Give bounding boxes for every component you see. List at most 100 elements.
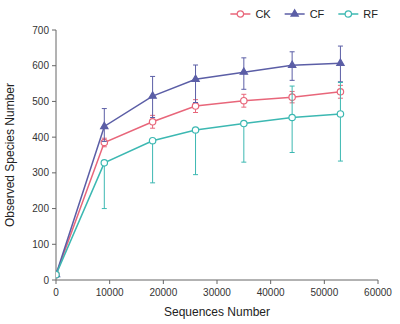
error-bar-stem <box>243 124 244 163</box>
error-bar-cap <box>193 174 198 175</box>
legend-label: CF <box>310 8 325 20</box>
error-bar-stem <box>340 83 341 162</box>
x-tick-label: 50000 <box>310 287 338 298</box>
x-tick <box>163 280 164 284</box>
x-tick <box>217 280 218 284</box>
error-bar-cap <box>338 81 343 82</box>
error-bar <box>241 94 246 107</box>
series-line <box>56 114 340 275</box>
error-bar <box>193 130 198 175</box>
error-bar-cap <box>290 86 295 87</box>
error-bar-cap <box>290 152 295 153</box>
error-bar-cap <box>241 162 246 163</box>
y-tick <box>52 172 56 173</box>
error-bar <box>193 65 198 103</box>
series-line <box>56 92 340 275</box>
legend-marker <box>237 11 243 17</box>
point <box>149 138 155 144</box>
error-bar-cap <box>150 182 155 183</box>
legend-label: CK <box>255 8 271 20</box>
chart: 0100002000030000400005000060000010020030… <box>0 0 400 324</box>
x-tick <box>378 280 379 284</box>
x-tick <box>270 280 271 284</box>
y-tick-label: 700 <box>32 25 49 36</box>
y-tick-label: 200 <box>32 203 49 214</box>
error-bar <box>241 124 246 163</box>
y-tick-label: 400 <box>32 132 49 143</box>
point <box>56 271 59 277</box>
point <box>241 98 247 104</box>
error-bar-cap <box>338 82 343 83</box>
legend-item: RF <box>338 8 378 20</box>
error-bar-cap <box>290 80 295 81</box>
error-bar-cap <box>338 46 343 47</box>
y-tick-label: 300 <box>32 167 49 178</box>
error-bar-cap <box>102 208 107 209</box>
error-bar-cap <box>102 108 107 109</box>
y-tick-label: 0 <box>43 275 49 286</box>
y-tick <box>52 65 56 66</box>
y-axis-label: Observed Species Number <box>3 83 17 227</box>
point <box>101 160 107 166</box>
error-bar <box>338 83 343 162</box>
point <box>289 114 295 120</box>
series-line <box>56 63 340 274</box>
error-bar-stem <box>104 163 105 209</box>
y-tick-label: 600 <box>32 60 49 71</box>
x-tick-label: 20000 <box>149 287 177 298</box>
error-bar <box>102 163 107 209</box>
marks <box>56 46 344 278</box>
y-tick <box>52 101 56 102</box>
axes: 0100002000030000400005000060000010020030… <box>32 25 392 299</box>
x-tick-label: 60000 <box>364 287 392 298</box>
point <box>337 111 343 117</box>
x-tick-label: 10000 <box>96 287 124 298</box>
legend-marker <box>345 11 351 17</box>
error-bar-cap <box>193 112 198 113</box>
error-bar-cap <box>241 107 246 108</box>
error-bar-cap <box>290 51 295 52</box>
error-bar-cap <box>102 141 107 142</box>
y-axis-line <box>56 30 57 280</box>
legend-item: CK <box>230 8 271 20</box>
x-tick <box>324 280 325 284</box>
point <box>56 271 59 277</box>
x-tick <box>109 280 110 284</box>
point <box>192 103 198 109</box>
y-tick <box>52 208 56 209</box>
point <box>192 75 199 81</box>
y-tick-label: 100 <box>32 239 49 250</box>
point <box>240 68 247 74</box>
x-tick-label: 30000 <box>203 287 231 298</box>
error-bar-cap <box>193 65 198 66</box>
error-bar <box>290 86 295 152</box>
error-bar-stem <box>152 141 153 183</box>
error-bar-cap <box>193 102 198 103</box>
error-bar-stem <box>195 130 196 175</box>
legend-label: RF <box>363 8 378 20</box>
point <box>192 127 198 133</box>
x-axis-label: Sequences Number <box>164 305 270 319</box>
point <box>149 119 155 125</box>
series <box>56 46 344 277</box>
point <box>337 59 344 65</box>
legend-item: CF <box>285 8 325 20</box>
y-tick <box>52 280 56 281</box>
y-tick-label: 500 <box>32 96 49 107</box>
error-bar-cap <box>338 161 343 162</box>
legend-marker <box>291 10 298 16</box>
point <box>288 61 295 67</box>
series <box>56 85 344 277</box>
error-bar-stem <box>195 65 196 103</box>
error-bar <box>150 141 155 183</box>
y-tick <box>52 30 56 31</box>
x-tick-label: 40000 <box>257 287 285 298</box>
error-bar-cap <box>150 117 155 118</box>
point <box>241 120 247 126</box>
series <box>56 83 344 278</box>
y-tick <box>52 137 56 138</box>
legend: CK CF RF <box>230 8 378 20</box>
error-bar-cap <box>241 57 246 58</box>
error-bar-cap <box>102 146 107 147</box>
point <box>149 92 156 98</box>
